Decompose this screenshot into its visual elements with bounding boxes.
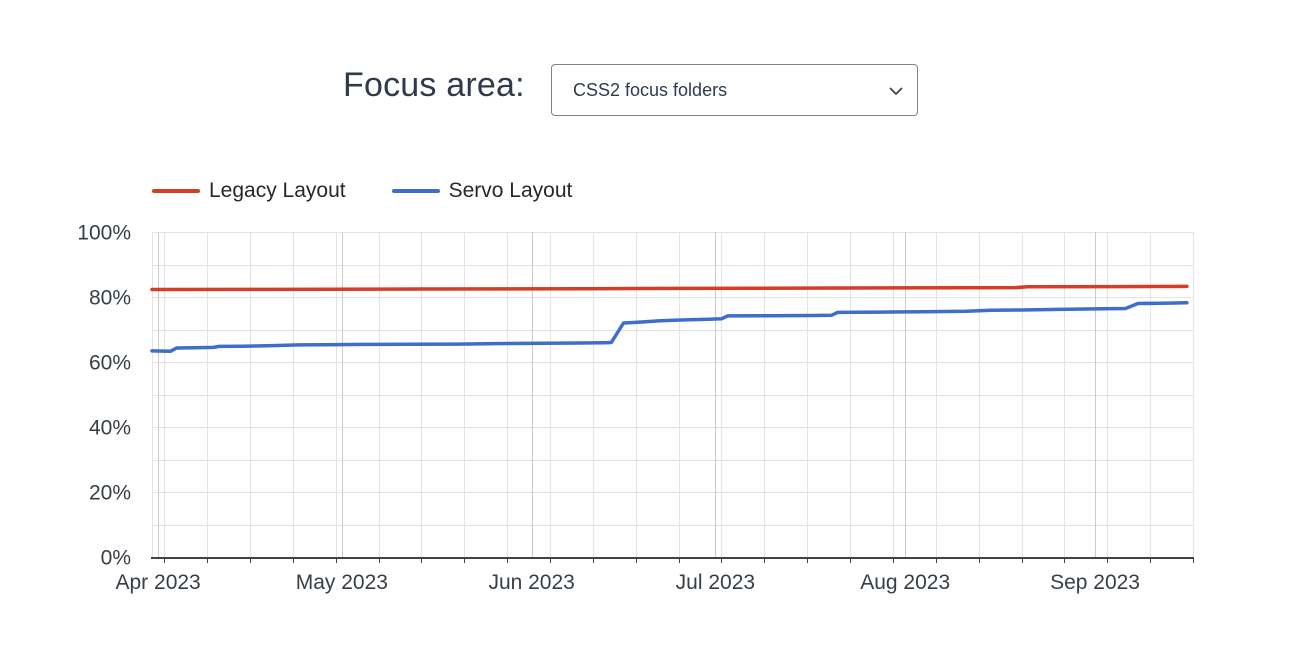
y-tick-label: 40% (89, 417, 131, 440)
x-tick-label: Apr 2023 (116, 571, 201, 594)
x-tick-label: Sep 2023 (1050, 571, 1140, 594)
week-gridlines (152, 232, 1194, 557)
y-tick-label: 80% (89, 287, 131, 310)
chart-legend: Legacy Layout Servo Layout (152, 178, 572, 204)
y-tick-labels: 0% 20% 40% 60% 80% 100% (77, 222, 131, 570)
legend-label: Legacy Layout (209, 179, 346, 202)
y-tick-label: 60% (89, 352, 131, 375)
y-tick-label: 20% (89, 482, 131, 505)
x-tick-label: Jul 2023 (676, 571, 755, 594)
y-gridlines (152, 232, 1193, 526)
legend-label: Servo Layout (448, 179, 573, 202)
month-gridlines (158, 232, 1096, 557)
focus-area-label: Focus area: (343, 66, 525, 104)
y-tick-label: 100% (77, 222, 131, 245)
legend-item-servo-layout[interactable]: Servo Layout (391, 179, 573, 203)
x-tick-label: Aug 2023 (860, 571, 950, 594)
servo-layout-swatch-icon (391, 189, 440, 193)
x-tick-label: Jun 2023 (488, 571, 574, 594)
focus-area-select[interactable]: CSS2 focus folders (551, 64, 918, 116)
legacy-layout-swatch-icon (152, 189, 200, 193)
y-tick-label: 0% (101, 547, 131, 570)
x-axis (151, 557, 1194, 563)
legend-item-legacy-layout[interactable]: Legacy Layout (152, 179, 346, 203)
focus-area-header: Focus area: CSS2 focus folders (0, 58, 1306, 120)
x-tick-label: May 2023 (296, 571, 388, 594)
focus-area-select-wrap: CSS2 focus folders (551, 64, 918, 116)
x-tick-labels: Apr 2023 May 2023 Jun 2023 Jul 2023 Aug 2023… (116, 571, 1140, 594)
series-legacy-layout (150, 284, 1189, 292)
series-servo-layout (150, 300, 1189, 354)
